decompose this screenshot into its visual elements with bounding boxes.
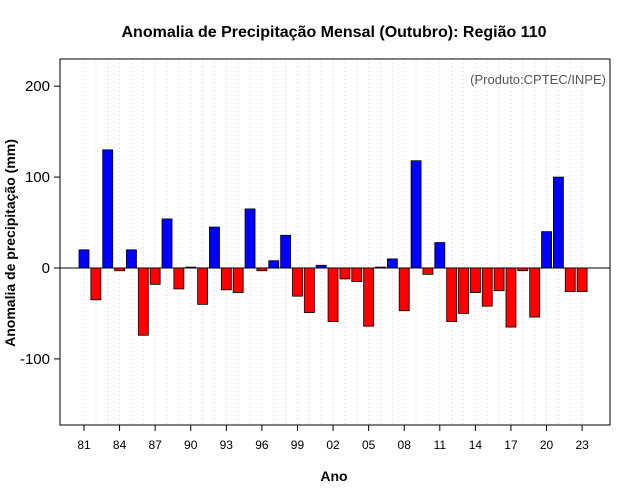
bars [78, 149, 588, 336]
bar-2011 [434, 242, 446, 269]
bar-2006 [375, 266, 386, 269]
bar-2016 [493, 267, 505, 292]
bar-2009 [410, 160, 422, 269]
bar-2014 [469, 267, 481, 293]
bar-1997 [268, 260, 280, 269]
x-tick-label: 23 [575, 438, 589, 452]
bar-2003 [339, 267, 351, 280]
bar-2022 [564, 267, 576, 293]
x-tick-label: 84 [113, 438, 127, 452]
bar-1990 [185, 266, 197, 269]
bar-1996 [256, 267, 268, 272]
y-tick-label: 200 [25, 78, 50, 95]
x-tick-label: 05 [362, 438, 376, 452]
bar-2002 [327, 267, 339, 323]
bar-1995 [244, 208, 256, 269]
x-tick-label: 11 [434, 438, 447, 452]
bar-1982 [90, 267, 102, 301]
x-axis: 81 84 87 90 93 96 99 02 05 08 11 14 17 20 23 [77, 425, 589, 452]
bar-1989 [173, 267, 185, 290]
bar-2007 [386, 258, 398, 269]
bar-1984 [114, 267, 125, 272]
x-tick-label: 14 [469, 438, 483, 452]
x-axis-title: Ano [320, 468, 347, 484]
vertical-grid [83, 59, 583, 425]
y-tick-label: 100 [25, 169, 50, 186]
bar-2013 [458, 267, 469, 314]
bar-2012 [446, 267, 458, 323]
bar-1999 [292, 267, 303, 297]
x-tick-label: 87 [148, 438, 162, 452]
x-tick-label: 81 [77, 438, 91, 452]
bar-1994 [232, 267, 244, 293]
x-tick-label: 90 [184, 438, 198, 452]
bar-1987 [149, 267, 161, 285]
bar-1993 [220, 267, 232, 291]
credit-label: (Produto:CPTEC/INPE) [470, 72, 606, 87]
x-tick-label: 93 [220, 438, 234, 452]
y-axis: -100 0 100 200 [20, 78, 60, 368]
bar-2008 [398, 267, 410, 312]
bar-2021 [553, 176, 564, 269]
bar-2019 [529, 267, 541, 318]
bar-1985 [126, 249, 137, 269]
bar-1998 [280, 234, 292, 269]
bar-2000 [303, 267, 315, 313]
bar-1991 [197, 267, 209, 305]
bar-2018 [517, 267, 529, 272]
bar-2020 [541, 231, 552, 269]
x-tick-label: 08 [398, 438, 412, 452]
bar-2001 [315, 264, 327, 269]
bar-1992 [209, 226, 220, 269]
bar-2015 [481, 267, 493, 307]
x-tick-label: 02 [326, 438, 340, 452]
chart-title: Anomalia de Precipitação Mensal (Outubro… [122, 24, 547, 41]
x-tick-label: 99 [291, 438, 305, 452]
bar-2010 [422, 267, 434, 275]
bar-2017 [505, 267, 517, 328]
bar-2023 [576, 267, 588, 293]
y-axis-title: Anomalia de precipitação (mm) [2, 139, 18, 347]
y-tick-label: 0 [42, 260, 50, 277]
bar-1983 [102, 149, 114, 269]
x-tick-label: 20 [540, 438, 554, 452]
bar-1986 [137, 267, 149, 336]
plot-frame [59, 58, 611, 426]
x-tick-label: 17 [504, 438, 518, 452]
bar-1988 [161, 218, 173, 269]
x-tick-label: 96 [255, 438, 269, 452]
bar-2005 [363, 267, 375, 327]
bar-1981 [78, 249, 90, 269]
bar-2004 [351, 267, 363, 283]
y-tick-label: -100 [20, 351, 50, 368]
